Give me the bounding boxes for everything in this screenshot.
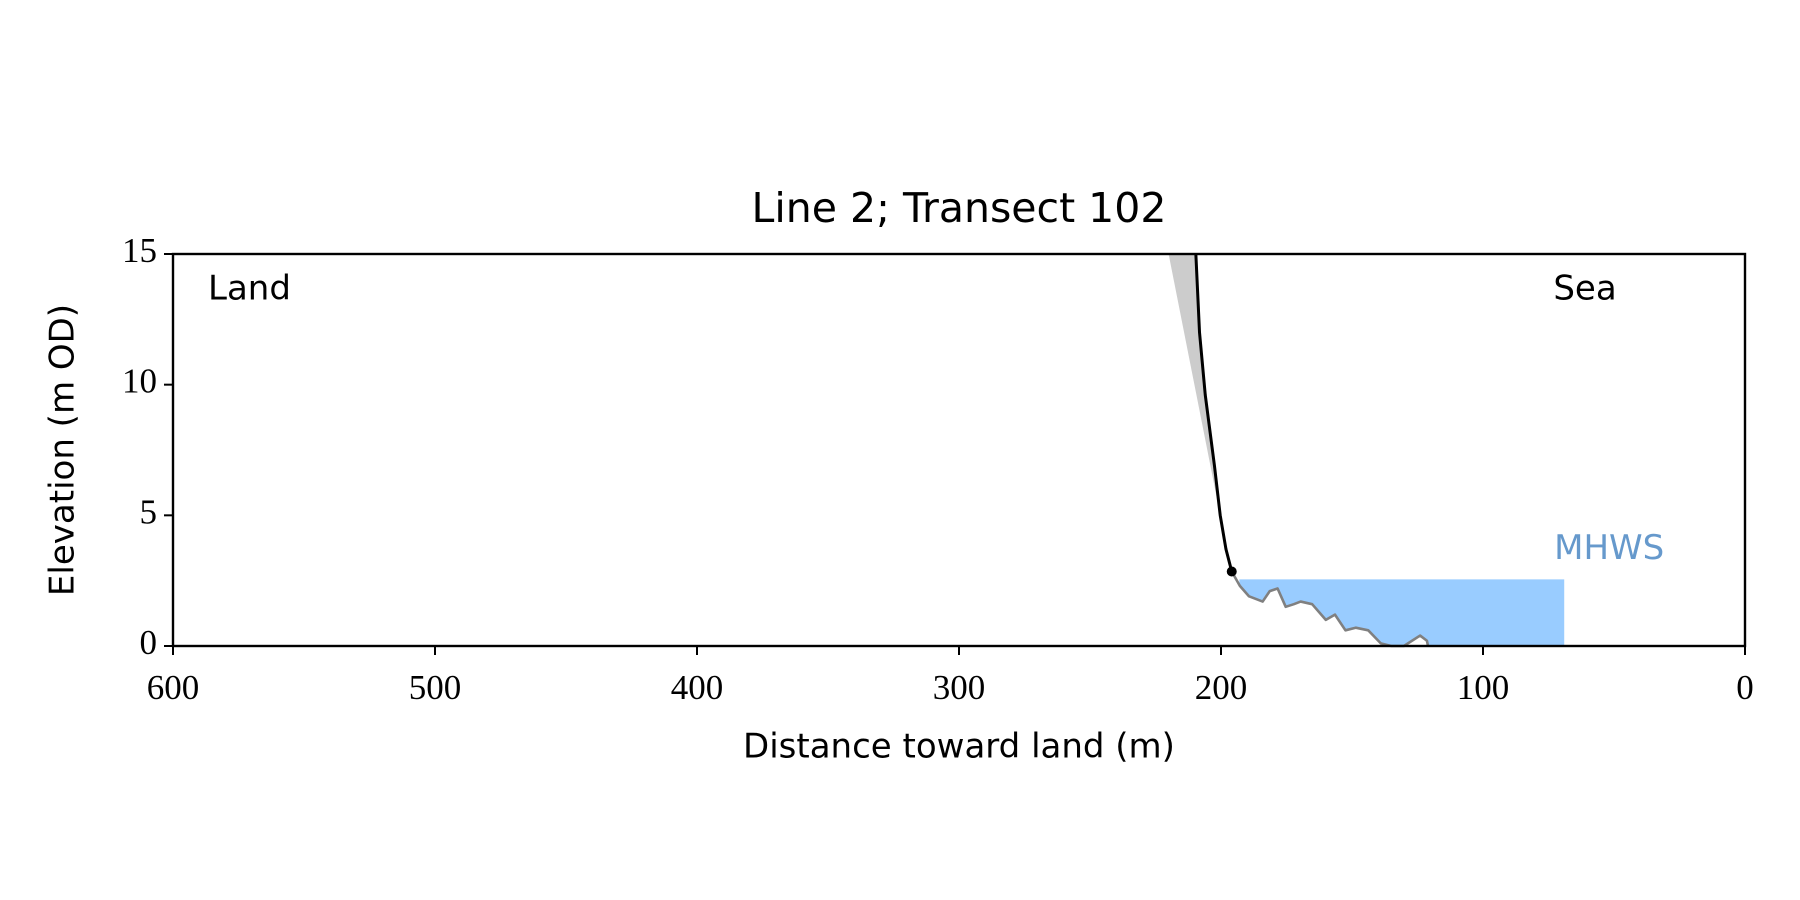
x-tick-label: 600 bbox=[147, 668, 200, 707]
y-tick-label: 5 bbox=[140, 492, 158, 531]
annotation-land: Land bbox=[208, 269, 291, 309]
mhws-area bbox=[1239, 579, 1565, 646]
x-tick-label: 100 bbox=[1457, 668, 1510, 707]
eroded-area bbox=[1168, 254, 1221, 516]
y-tick-label: 0 bbox=[140, 623, 158, 662]
cliff-toe bbox=[1226, 566, 1237, 577]
x-tick-label: 500 bbox=[409, 668, 462, 707]
x-tick-label: 0 bbox=[1736, 668, 1754, 707]
y-axis-label: Elevation (m OD) bbox=[43, 304, 83, 596]
y-tick-label: 10 bbox=[122, 362, 157, 401]
cliff-line bbox=[1194, 253, 1234, 572]
annotation-sea: Sea bbox=[1553, 269, 1616, 309]
chart-title: Line 2; Transect 102 bbox=[752, 184, 1167, 232]
x-tick-label: 400 bbox=[671, 668, 724, 707]
y-tick-label: 15 bbox=[122, 231, 157, 270]
x-tick-label: 200 bbox=[1195, 668, 1248, 707]
mhws-label: MHWS bbox=[1554, 528, 1664, 568]
x-tick-label: 300 bbox=[933, 668, 986, 707]
x-axis-label: Distance toward land (m) bbox=[743, 727, 1175, 767]
